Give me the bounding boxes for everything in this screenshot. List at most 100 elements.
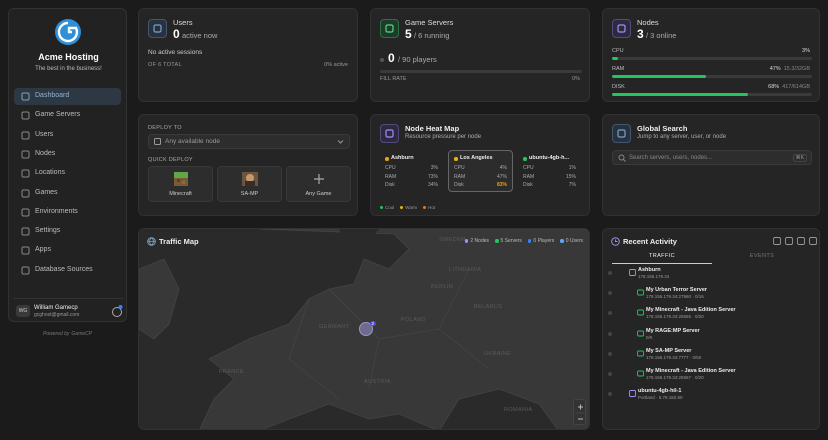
nav-item[interactable]: Settings (14, 223, 121, 240)
item-detail: 178.156.179.34:25565 · 0/20 (646, 314, 704, 320)
icon-glyph (153, 24, 162, 33)
map-place: BELARUS (474, 304, 503, 310)
zoom-control[interactable] (573, 399, 586, 425)
tab[interactable]: TRAFFIC (612, 250, 712, 264)
logo (55, 19, 81, 45)
fill-label: FILL RATE (380, 76, 407, 82)
game-tile[interactable]: Any Game (286, 166, 351, 202)
tab-label: EVENTS (749, 253, 775, 259)
search-input[interactable]: Search servers, users, nodes... ⌘K (612, 150, 812, 165)
players-label: / 90 players (398, 55, 437, 64)
activity-card: Recent Activity TRAFFIC EVENTS Ashburn 178.1… (602, 228, 820, 430)
activity-icon (611, 237, 620, 246)
resource-label: DISK (612, 84, 625, 90)
nav-item[interactable]: Locations (14, 165, 121, 182)
card-icon (612, 19, 631, 38)
active-pct: 0% active (324, 62, 348, 68)
node-name: Ashburn (391, 155, 414, 161)
metric-name: Disk (523, 182, 533, 188)
row-select[interactable] (608, 372, 612, 376)
tab-label: TRAFFIC (648, 253, 676, 259)
powered-name: GameCP (71, 331, 92, 337)
legend-dot (423, 205, 427, 209)
map-place: LITHUANIA (449, 267, 482, 273)
nav-icon (21, 92, 30, 101)
map-place: FRANCE (219, 369, 245, 375)
servers-card: Game Servers 5/ 6 running 0/ 90 players FIL… (370, 8, 590, 102)
heat-node[interactable]: Ashburn CPU 3% RAM 73% Disk 34% (379, 150, 444, 192)
row-select[interactable] (608, 331, 612, 336)
card-icon (148, 19, 167, 38)
nav-label: Nodes (35, 149, 56, 157)
metric-value: 1% (568, 165, 576, 171)
item-name: My Urban Terror Server (646, 287, 708, 294)
user-email: gcghost@gmail.com (34, 312, 80, 318)
metric-name: RAM (385, 173, 397, 180)
heat-node[interactable]: Los Angeles CPU 4% RAM 47% Disk 83% (448, 150, 513, 192)
resource-track (612, 93, 812, 96)
legend-item: Warm (400, 205, 417, 210)
heat-node[interactable]: ubuntu-4gb-h... CPU 1% RAM 15% Disk 7% (517, 150, 582, 192)
legend-label: 2 Nodes (470, 238, 490, 244)
icon-glyph (617, 129, 626, 138)
player-dot (380, 58, 384, 62)
server-icon (637, 370, 644, 377)
card-subtitle: Jump to any server, user, or node (637, 134, 727, 140)
map-cluster[interactable] (359, 322, 373, 336)
map-place: ROMANIA (504, 407, 533, 413)
nodes-card: Nodes 3/ 3 online CPU 3% RAM 47% 15.3/32GB DISK… (602, 8, 820, 102)
legend-label: Cool (385, 204, 395, 210)
resource-label: RAM (612, 66, 625, 72)
map-place: GERMANY (319, 324, 350, 330)
nav-item[interactable]: Environments (14, 204, 121, 221)
resource-bar (612, 75, 706, 78)
nav-label: Users (35, 130, 54, 138)
row-select[interactable] (608, 271, 612, 275)
card-title: Nodes (637, 18, 659, 27)
node-select[interactable]: Any available node (148, 134, 350, 149)
nav-label: Apps (35, 246, 51, 254)
game-tile[interactable]: SA-MP (217, 166, 282, 202)
legend-item: 0 Users (560, 238, 583, 244)
item-name: ubuntu-4gb-hil-1 (638, 388, 682, 395)
nav-icon (21, 111, 30, 120)
metric-value: 15% (565, 173, 576, 180)
row-select[interactable] (608, 291, 612, 296)
nav-icon (21, 131, 30, 140)
quick-label: QUICK DEPLOY (148, 157, 193, 163)
game-tile[interactable]: Minecraft (148, 166, 213, 202)
card-icon (380, 19, 399, 38)
item-detail: 178.156.179.34 (638, 274, 670, 279)
nav-item[interactable]: Game Servers (14, 107, 121, 124)
nav-icon (21, 169, 30, 178)
game-icon (242, 172, 258, 186)
game-name: Any Game (305, 191, 332, 197)
server-icon (637, 350, 644, 357)
legend-dot (495, 239, 499, 243)
header-action (773, 237, 781, 245)
resource-detail: 417/614GB (782, 84, 810, 90)
search-shortcut: ⌘K (792, 153, 807, 162)
metric-name: RAM (523, 173, 535, 180)
nav-label: Games (35, 188, 58, 196)
row-select[interactable] (608, 311, 612, 316)
tab[interactable]: EVENTS (712, 250, 812, 263)
metric-value: 47% (496, 173, 507, 180)
nav-icon (21, 208, 30, 217)
nav-item[interactable]: Nodes (14, 146, 121, 163)
nav-item[interactable]: Games (14, 185, 121, 202)
node-name: Los Angeles (460, 155, 493, 161)
metric-value: 83% (496, 182, 507, 188)
map (139, 229, 589, 429)
nav-item[interactable]: Database Sources (14, 262, 121, 279)
nav-item[interactable]: Users (14, 127, 121, 144)
resource-values: 68% 417/614GB (690, 84, 810, 92)
row-select[interactable] (608, 392, 612, 397)
nav-item[interactable]: Apps (14, 242, 121, 259)
nav-item[interactable]: Dashboard (14, 88, 121, 105)
legend-label: 0 Players (533, 238, 555, 244)
game-icon (314, 174, 324, 184)
search-placeholder: Search servers, users, nodes... (629, 154, 713, 161)
row-select[interactable] (608, 351, 612, 356)
